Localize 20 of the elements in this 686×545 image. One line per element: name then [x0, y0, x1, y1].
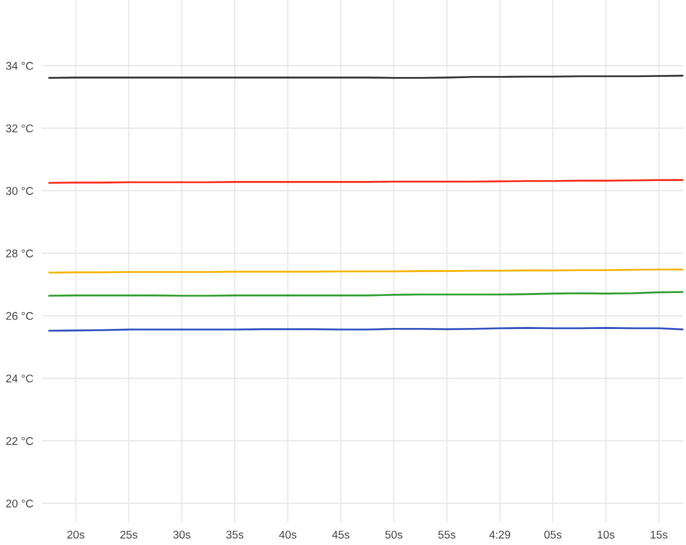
x-tick-label: 30s	[173, 530, 190, 539]
y-tick-label: 34 °C	[6, 62, 34, 70]
x-tick-label: 45s	[332, 530, 350, 539]
x-tick-label: 4:29	[489, 530, 510, 539]
y-tick-label: 22 °C	[6, 437, 34, 445]
x-tick-label: 20s	[67, 530, 84, 539]
y-tick-label: 26 °C	[6, 312, 34, 320]
x-tick-label: 25s	[120, 530, 138, 539]
x-tick-label: 55s	[438, 530, 456, 539]
y-tick-label: 28 °C	[6, 250, 34, 258]
y-tick-label: 24 °C	[6, 374, 34, 382]
x-tick-label: 15s	[650, 530, 668, 539]
y-tick-label: 30 °C	[6, 186, 34, 195]
x-tick-label: 50s	[385, 530, 402, 539]
y-tick-label: 32 °C	[6, 124, 34, 132]
x-tick-label: 35s	[226, 530, 244, 539]
x-tick-label: 10s	[598, 530, 614, 539]
x-tick-label: 05s	[544, 530, 562, 539]
x-tick-label: 40s	[279, 530, 296, 539]
y-tick-label: 20 °C	[6, 500, 34, 508]
